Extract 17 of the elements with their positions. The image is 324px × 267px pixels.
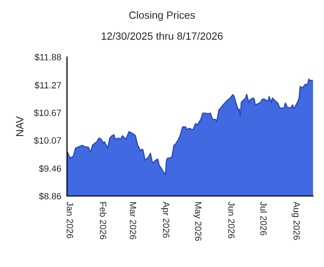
x-tick-label: Mar 2026	[130, 202, 136, 240]
y-tick-label: $10.07	[34, 136, 61, 144]
x-tick-label: Apr 2026	[161, 202, 170, 238]
y-axis-title: NAV	[16, 116, 24, 136]
chart-title: Closing Prices	[129, 11, 195, 21]
x-tick-label: Jun 2026	[228, 202, 235, 238]
x-tick-label: Jan 2026	[66, 202, 74, 238]
chart-subtitle: 12/30/2025 thru 8/17/2026	[102, 32, 223, 40]
y-tick-label: $8.86	[38, 192, 62, 200]
x-tick-label: Aug 2026	[292, 202, 300, 240]
y-tick-label: $9.46	[38, 164, 62, 172]
y-tick-label: $11.88	[34, 54, 62, 61]
y-tick-label: $10.67	[34, 109, 61, 117]
x-tick-label: May 2026	[193, 202, 202, 241]
x-tick-label: Jul 2026	[260, 202, 267, 236]
y-tick-label: $11.27	[34, 82, 61, 89]
x-tick-label: Feb 2026	[100, 202, 107, 240]
